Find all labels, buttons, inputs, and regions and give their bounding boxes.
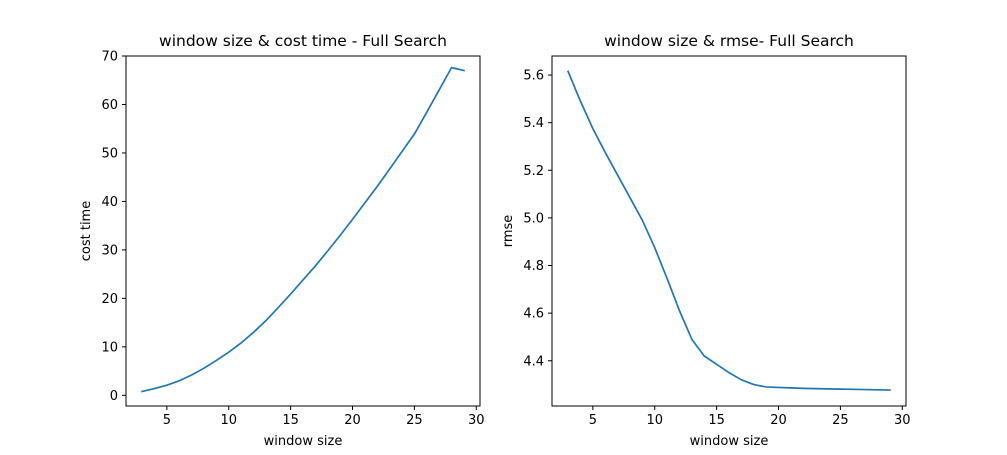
y-tick-label: 5.6: [523, 69, 544, 84]
chart-cost-time: window size & cost time - Full Search 5 1…: [79, 32, 485, 449]
x-axis-label: window size: [264, 434, 343, 449]
y-tick-label: 0: [110, 389, 118, 404]
x-tick-label: 20: [770, 413, 787, 428]
x-tick-label: 25: [832, 413, 849, 428]
x-axis-ticks: 5 10 15 20 25 30: [589, 406, 911, 428]
y-tick-label: 4.4: [523, 354, 544, 369]
chart-title: window size & rmse- Full Search: [604, 32, 854, 50]
axes-frame: [551, 55, 907, 407]
series-lines: [566, 70, 891, 391]
x-tick-label: 30: [894, 413, 911, 428]
y-axis-label: cost time: [79, 201, 94, 261]
y-axis-ticks: 0 10 20 30 40 50 60 70: [101, 50, 126, 404]
y-tick-label: 70: [101, 50, 118, 65]
y-tick-label: 20: [101, 292, 118, 307]
x-tick-label: 25: [406, 413, 423, 428]
x-tick-label: 15: [282, 413, 299, 428]
y-axis-ticks: 4.4 4.6 4.8 5.0 5.2 5.4 5.6: [523, 69, 552, 369]
chart-rmse: window size & rmse- Full Search 5 10 15 20 2…: [501, 32, 911, 449]
series-line: [141, 66, 465, 393]
plot-area: 5 10 15 20 25 30 4.4 4.6 4.8 5.0 5.2 5.4 5.6: [523, 55, 911, 428]
x-tick-label: 20: [344, 413, 361, 428]
plot-area: 5 10 15 20 25 30 0 10 20 30 40 50 60 70: [101, 50, 484, 429]
x-tick-label: 5: [163, 413, 171, 428]
x-axis-label: window size: [690, 434, 769, 449]
y-tick-label: 30: [101, 243, 118, 258]
x-tick-label: 30: [468, 413, 485, 428]
series-lines: [141, 66, 465, 393]
y-tick-label: 5.2: [523, 164, 544, 179]
y-tick-label: 5.4: [523, 116, 544, 131]
chart-title: window size & cost time - Full Search: [159, 32, 447, 50]
y-tick-label: 60: [101, 98, 118, 113]
x-tick-label: 15: [708, 413, 725, 428]
y-tick-label: 40: [101, 195, 118, 210]
y-tick-label: 5.0: [523, 211, 544, 226]
x-tick-label: 5: [589, 413, 597, 428]
y-axis-label: rmse: [501, 215, 516, 248]
y-tick-label: 10: [101, 340, 118, 355]
y-tick-label: 4.8: [523, 259, 544, 274]
series-line: [566, 70, 891, 391]
y-tick-label: 50: [101, 146, 118, 161]
x-tick-label: 10: [220, 413, 237, 428]
x-axis-ticks: 5 10 15 20 25 30: [163, 406, 485, 428]
y-tick-label: 4.6: [523, 307, 544, 322]
axes-frame: [125, 55, 481, 407]
x-tick-label: 10: [646, 413, 663, 428]
